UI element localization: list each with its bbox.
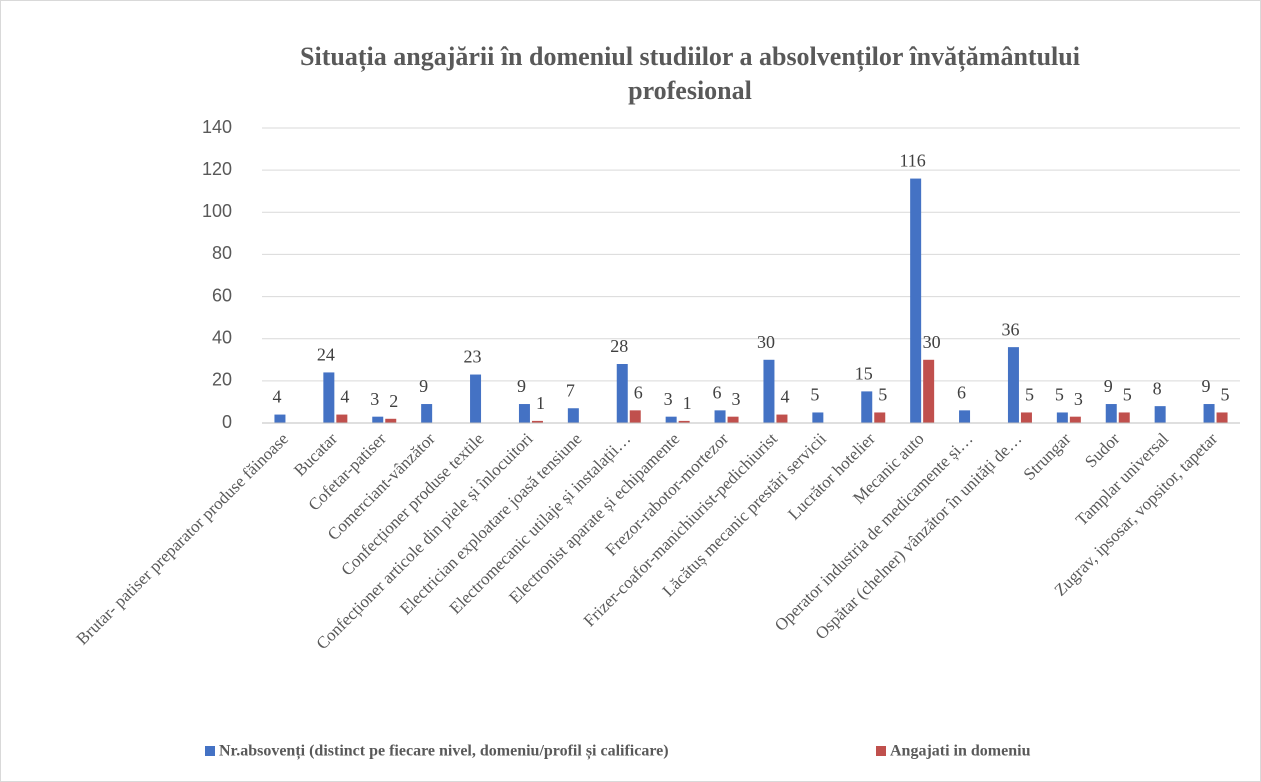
y-tick-label: 40 — [212, 327, 232, 347]
bar — [1007, 347, 1019, 423]
bar — [470, 374, 482, 423]
legend-label: Nr.absovenți (distinct pe fiecare nivel,… — [219, 743, 669, 761]
data-label: 9 — [419, 376, 428, 396]
data-label: 2 — [389, 391, 398, 411]
bar — [678, 420, 690, 423]
bar — [812, 412, 824, 423]
bar — [763, 359, 775, 423]
data-label: 23 — [464, 347, 482, 367]
bar — [714, 410, 726, 423]
chart-title: Situația angajării în domeniul studiilor… — [300, 42, 1080, 105]
data-label: 36 — [1001, 319, 1019, 339]
data-label: 8 — [1153, 378, 1162, 398]
bar — [1216, 412, 1228, 423]
legend-label: Angajati in domeniu — [890, 743, 1031, 760]
data-label: 3 — [370, 389, 379, 409]
data-label: 4 — [780, 387, 789, 407]
bar — [1069, 416, 1081, 423]
y-tick-label: 80 — [212, 243, 232, 263]
data-label: 9 — [1202, 376, 1211, 396]
bar — [1118, 412, 1130, 423]
data-label: 116 — [899, 151, 925, 171]
bar — [323, 372, 335, 423]
data-label: 5 — [878, 385, 887, 405]
data-label: 5 — [1123, 385, 1132, 405]
bar — [421, 404, 433, 423]
y-tick-label: 20 — [212, 370, 232, 390]
data-label: 5 — [1221, 385, 1230, 405]
bar — [567, 408, 579, 423]
bar — [923, 359, 935, 423]
bar — [1056, 412, 1068, 423]
data-label: 24 — [317, 345, 335, 365]
data-label: 3 — [1074, 389, 1083, 409]
data-label: 15 — [855, 364, 873, 384]
bar — [629, 410, 641, 423]
data-label: 6 — [957, 382, 966, 402]
bar — [1154, 406, 1166, 423]
bar — [616, 364, 628, 423]
y-tick-label: 60 — [212, 285, 232, 305]
bar — [776, 414, 788, 423]
data-label: 4 — [340, 387, 349, 407]
bar — [1020, 412, 1032, 423]
data-label: 30 — [923, 332, 941, 352]
y-tick-label: 0 — [222, 412, 232, 432]
bar — [385, 418, 397, 423]
bar — [372, 416, 384, 423]
data-label: 7 — [566, 380, 575, 400]
y-tick-label: 120 — [202, 159, 232, 179]
bar — [910, 178, 922, 423]
bar — [518, 404, 530, 423]
bar — [1105, 404, 1117, 423]
data-label: 3 — [664, 389, 673, 409]
data-label: 28 — [610, 336, 628, 356]
data-label: 1 — [683, 393, 692, 413]
data-label: 30 — [757, 332, 775, 352]
data-label: 6 — [713, 382, 722, 402]
data-label: 5 — [1055, 385, 1064, 405]
y-tick-label: 140 — [202, 117, 232, 137]
data-label: 3 — [732, 389, 741, 409]
bar — [336, 414, 348, 423]
bar — [727, 416, 739, 423]
data-label: 6 — [634, 382, 643, 402]
legend-swatch — [876, 746, 886, 756]
data-label: 9 — [1104, 376, 1113, 396]
bar — [665, 416, 677, 423]
y-tick-label: 100 — [202, 201, 232, 221]
data-label: 9 — [517, 376, 526, 396]
bar — [861, 391, 873, 423]
bar — [1203, 404, 1215, 423]
data-label: 5 — [1025, 385, 1034, 405]
bar — [874, 412, 886, 423]
data-label: 4 — [272, 387, 281, 407]
legend-swatch — [205, 746, 215, 756]
data-label: 5 — [810, 385, 819, 405]
bar — [531, 420, 543, 423]
bar — [959, 410, 971, 423]
bar — [274, 414, 286, 423]
data-label: 1 — [536, 393, 545, 413]
